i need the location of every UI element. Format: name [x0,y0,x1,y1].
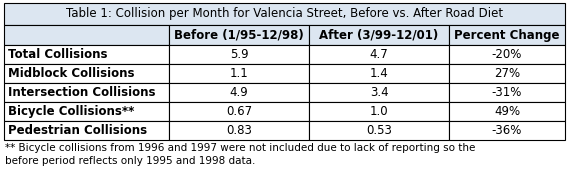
Text: Table 1: Collision per Month for Valencia Street, Before vs. After Road Diet: Table 1: Collision per Month for Valenci… [66,8,503,21]
Bar [169,121,309,140]
Bar [169,83,309,102]
Bar [4,121,169,140]
Bar [309,83,449,102]
Bar [169,64,309,83]
Bar [309,64,449,83]
Bar [4,83,169,102]
Text: 0.53: 0.53 [366,124,392,137]
Bar [449,25,565,45]
Text: Percent Change: Percent Change [455,28,560,42]
Text: Midblock Collisions: Midblock Collisions [8,67,135,80]
Bar [449,121,565,140]
Text: 5.9: 5.9 [230,48,248,61]
Bar [4,45,169,64]
Bar [309,102,449,121]
Bar [169,45,309,64]
Text: 4.7: 4.7 [369,48,388,61]
Text: After (3/99-12/01): After (3/99-12/01) [319,28,439,42]
Bar [169,102,309,121]
Text: before period reflects only 1995 and 1998 data.: before period reflects only 1995 and 199… [5,156,255,166]
Bar [449,83,565,102]
Text: ** Bicycle collisions from 1996 and 1997 were not included due to lack of report: ** Bicycle collisions from 1996 and 1997… [5,143,476,153]
Bar [449,45,565,64]
Bar [309,45,449,64]
Text: 49%: 49% [494,105,520,118]
Text: -31%: -31% [492,86,522,99]
Text: 3.4: 3.4 [369,86,388,99]
Bar [4,25,169,45]
Text: Total Collisions: Total Collisions [8,48,107,61]
Text: 1.0: 1.0 [369,105,388,118]
Text: 1.1: 1.1 [230,67,248,80]
Text: 0.67: 0.67 [226,105,252,118]
Bar [4,64,169,83]
Text: 27%: 27% [494,67,520,80]
Bar [449,64,565,83]
Bar [309,121,449,140]
Text: -20%: -20% [492,48,522,61]
Bar [449,102,565,121]
Text: 1.4: 1.4 [369,67,388,80]
Bar [309,25,449,45]
Text: 0.83: 0.83 [226,124,252,137]
Text: Intersection Collisions: Intersection Collisions [8,86,155,99]
Text: Before (1/95-12/98): Before (1/95-12/98) [174,28,304,42]
Bar [4,3,565,25]
Text: 4.9: 4.9 [230,86,248,99]
Bar [4,102,169,121]
Text: -36%: -36% [492,124,522,137]
Bar [169,25,309,45]
Text: Bicycle Collisions**: Bicycle Collisions** [8,105,134,118]
Text: Pedestrian Collisions: Pedestrian Collisions [8,124,147,137]
